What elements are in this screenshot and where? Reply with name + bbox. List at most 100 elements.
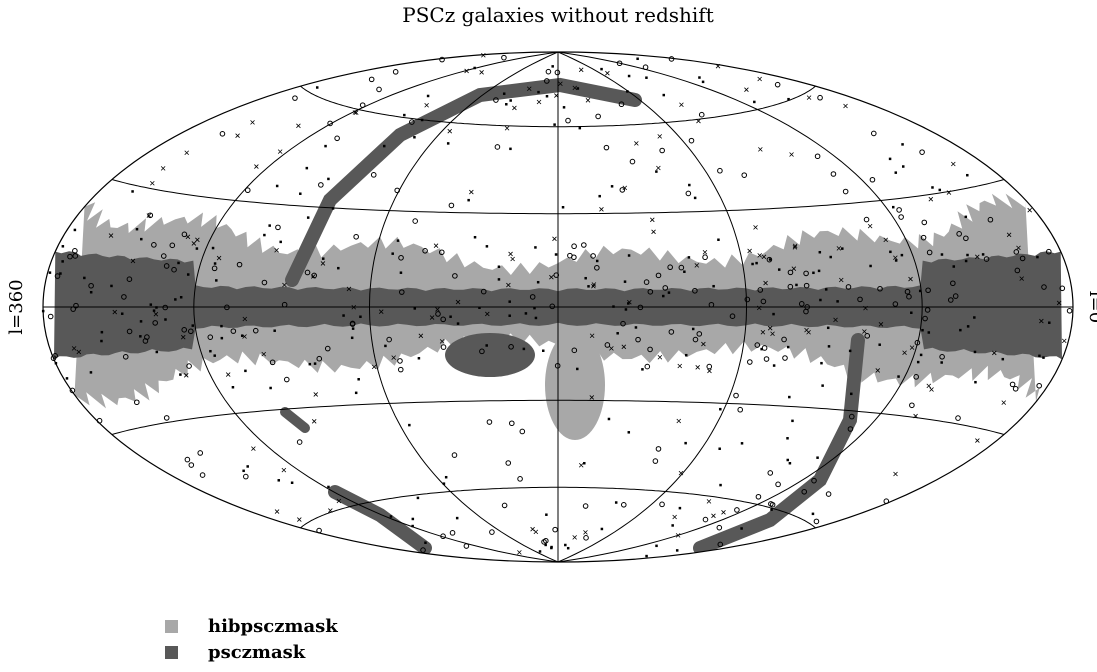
legend-swatch bbox=[165, 646, 178, 659]
galaxy-point bbox=[760, 329, 766, 335]
galaxy-point bbox=[243, 473, 249, 480]
galaxy-point bbox=[354, 391, 358, 395]
galaxy-point bbox=[151, 242, 157, 248]
galaxy-point bbox=[83, 276, 86, 280]
galaxy-point bbox=[180, 334, 186, 340]
galaxy-point bbox=[578, 67, 584, 73]
galaxy-point bbox=[211, 246, 215, 250]
galaxy-point bbox=[924, 307, 931, 313]
galaxy-point bbox=[650, 217, 655, 223]
galaxy-point bbox=[163, 415, 170, 421]
galaxy-point bbox=[186, 273, 190, 276]
galaxy-point bbox=[417, 357, 421, 360]
galaxy-point bbox=[268, 224, 271, 227]
galaxy-point bbox=[691, 327, 695, 331]
galaxy-point bbox=[909, 345, 915, 350]
galaxy-point bbox=[694, 263, 700, 268]
galaxy-point bbox=[955, 415, 961, 421]
galaxy-point bbox=[667, 291, 671, 294]
galaxy-point bbox=[455, 516, 459, 520]
galaxy-point bbox=[789, 152, 794, 157]
galaxy-point bbox=[817, 269, 821, 273]
galaxy-point bbox=[146, 213, 152, 218]
galaxy-point bbox=[397, 358, 403, 364]
galaxy-point bbox=[848, 349, 852, 353]
galaxy-point bbox=[508, 314, 511, 317]
galaxy-point bbox=[910, 311, 913, 314]
galaxy-point bbox=[544, 78, 550, 84]
galaxy-point bbox=[845, 284, 852, 290]
galaxy-point bbox=[376, 86, 382, 93]
galaxy-point bbox=[677, 363, 683, 369]
galaxy-point bbox=[153, 311, 159, 317]
galaxy-point bbox=[863, 216, 870, 223]
galaxy-point bbox=[551, 65, 554, 68]
galaxy-point bbox=[679, 102, 684, 108]
galaxy-point bbox=[181, 326, 188, 333]
galaxy-point bbox=[502, 92, 506, 95]
galaxy-point bbox=[627, 299, 632, 305]
galaxy-point bbox=[1042, 356, 1045, 359]
galaxy-point bbox=[814, 153, 821, 160]
galaxy-point bbox=[623, 280, 627, 283]
galaxy-point bbox=[448, 202, 455, 209]
psczmask-stripe bbox=[285, 77, 642, 287]
galaxy-point bbox=[149, 303, 153, 306]
galaxy-point bbox=[54, 273, 61, 279]
galaxy-point bbox=[1061, 338, 1067, 344]
galaxy-point bbox=[246, 465, 249, 468]
galaxy-point bbox=[587, 285, 590, 288]
galaxy-point bbox=[562, 106, 566, 109]
galaxy-point bbox=[767, 470, 774, 476]
galaxy-point bbox=[545, 94, 549, 98]
galaxy-point bbox=[1027, 207, 1032, 213]
galaxy-point bbox=[863, 305, 868, 311]
galaxy-point bbox=[1001, 357, 1005, 361]
galaxy-point bbox=[741, 172, 748, 178]
galaxy-point bbox=[131, 190, 134, 193]
galaxy-point bbox=[585, 98, 591, 103]
galaxy-point bbox=[155, 306, 158, 309]
galaxy-point bbox=[213, 262, 217, 265]
galaxy-point bbox=[1036, 255, 1039, 259]
galaxy-point bbox=[842, 188, 849, 195]
galaxy-point bbox=[909, 402, 915, 409]
galaxy-point bbox=[641, 368, 644, 371]
galaxy-point bbox=[497, 278, 501, 281]
galaxy-point bbox=[645, 76, 648, 79]
galaxy-point bbox=[269, 359, 276, 366]
galaxy-point bbox=[411, 517, 415, 521]
galaxy-point bbox=[545, 68, 552, 75]
galaxy-point bbox=[126, 328, 133, 335]
galaxy-point bbox=[696, 118, 701, 124]
galaxy-point bbox=[1001, 400, 1007, 405]
galaxy-point bbox=[744, 87, 749, 92]
galaxy-point bbox=[211, 265, 218, 272]
parallel bbox=[300, 486, 816, 529]
galaxy-point bbox=[554, 93, 559, 98]
galaxy-point bbox=[252, 327, 259, 334]
galaxy-point bbox=[269, 386, 272, 390]
galaxy-point bbox=[662, 93, 666, 97]
galaxy-point bbox=[848, 413, 855, 420]
galaxy-point bbox=[72, 253, 79, 259]
galaxy-point bbox=[684, 441, 687, 445]
galaxy-point bbox=[576, 367, 579, 371]
galaxy-point bbox=[216, 255, 222, 261]
galaxy-point bbox=[213, 354, 216, 357]
galaxy-point bbox=[231, 386, 235, 389]
galaxy-point bbox=[296, 439, 303, 445]
galaxy-point bbox=[926, 249, 933, 256]
galaxy-point bbox=[921, 219, 928, 226]
galaxy-point bbox=[384, 344, 387, 348]
psczmask-stripe bbox=[328, 485, 432, 555]
galaxy-point bbox=[692, 336, 699, 343]
galaxy-point bbox=[620, 501, 627, 508]
galaxy-point bbox=[636, 57, 639, 61]
galaxy-point bbox=[893, 471, 898, 477]
galaxy-point bbox=[416, 496, 420, 500]
galaxy-point bbox=[898, 214, 904, 220]
galaxy-point bbox=[150, 180, 155, 186]
galaxy-point bbox=[804, 304, 810, 310]
galaxy-point bbox=[963, 235, 969, 242]
